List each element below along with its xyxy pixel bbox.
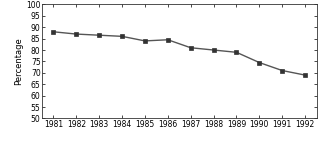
Y-axis label: Percentage: Percentage bbox=[14, 38, 23, 85]
